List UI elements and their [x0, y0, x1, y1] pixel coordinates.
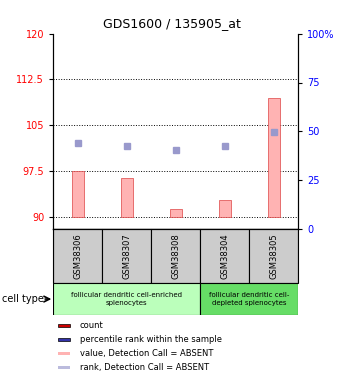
Text: cell type: cell type — [2, 294, 44, 304]
Bar — [58, 338, 70, 341]
Text: count: count — [80, 321, 104, 330]
Text: value, Detection Call = ABSENT: value, Detection Call = ABSENT — [80, 349, 213, 358]
Bar — [53, 229, 102, 283]
Text: follicular dendritic cell-
depleted splenocytes: follicular dendritic cell- depleted sple… — [209, 292, 289, 306]
Bar — [268, 98, 280, 217]
Bar — [200, 229, 249, 283]
Bar — [170, 209, 182, 217]
Bar — [58, 324, 70, 327]
Bar — [121, 178, 133, 217]
Bar — [102, 229, 151, 283]
Text: GSM38304: GSM38304 — [220, 233, 229, 279]
Text: GSM38308: GSM38308 — [171, 233, 180, 279]
Bar — [72, 171, 84, 217]
Bar — [58, 352, 70, 355]
Bar — [219, 200, 231, 217]
Text: GDS1600 / 135905_at: GDS1600 / 135905_at — [103, 17, 240, 30]
Text: follicular dendritic cell-enriched
splenocytes: follicular dendritic cell-enriched splen… — [71, 292, 182, 306]
Bar — [249, 229, 298, 283]
Text: rank, Detection Call = ABSENT: rank, Detection Call = ABSENT — [80, 363, 209, 372]
Text: GSM38307: GSM38307 — [122, 233, 131, 279]
Text: percentile rank within the sample: percentile rank within the sample — [80, 335, 222, 344]
Bar — [200, 283, 298, 315]
Bar — [53, 283, 200, 315]
Bar — [58, 366, 70, 369]
Text: GSM38305: GSM38305 — [269, 233, 279, 279]
Text: GSM38306: GSM38306 — [73, 233, 82, 279]
Bar — [151, 229, 200, 283]
